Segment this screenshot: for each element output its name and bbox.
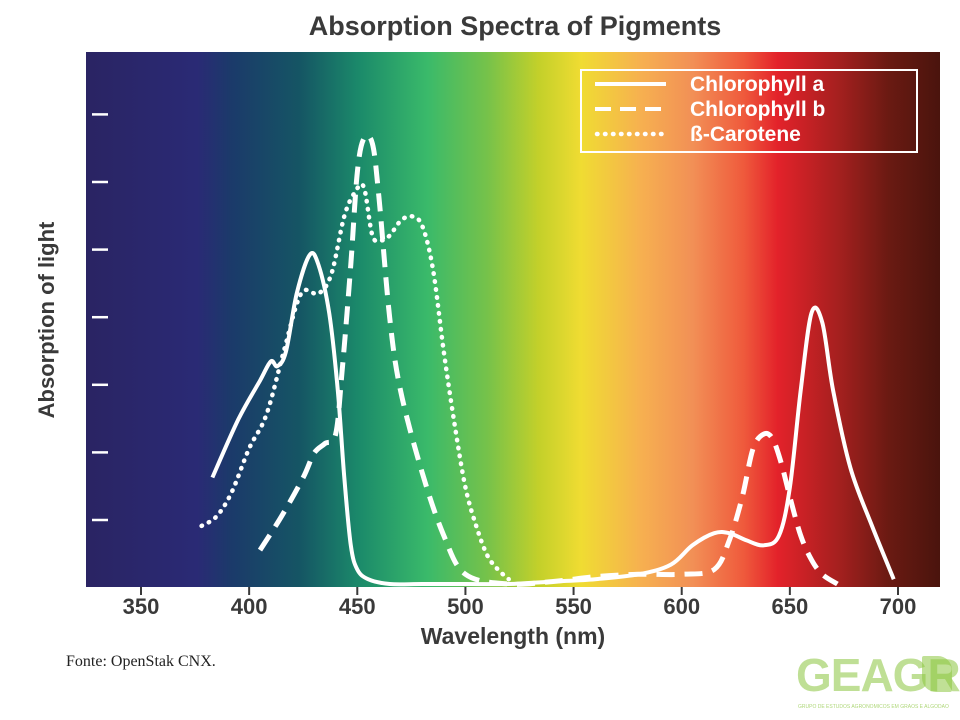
y-axis-label: Absorption of light — [34, 221, 59, 418]
logo-subtitle: GRUPO DE ESTUDOS AGRONÔMICOS EM GRÃOS E … — [798, 704, 949, 710]
x-tick-label: 600 — [663, 594, 700, 619]
legend-box — [580, 69, 918, 153]
x-tick-label: 400 — [231, 594, 268, 619]
y-axis-ticks — [92, 113, 108, 522]
legend-label-beta-carotene: ß-Carotene — [690, 123, 801, 146]
x-tick-label: 550 — [555, 594, 592, 619]
x-tick-label: 450 — [339, 594, 376, 619]
leaf-icon — [922, 656, 952, 692]
legend: Chlorophyll a Chlorophyll b ß-Carotene — [580, 69, 918, 153]
series-line-chlorophyll-b — [257, 133, 839, 587]
chart-title: Absorption Spectra of Pigments — [309, 11, 722, 41]
x-axis-label: Wavelength (nm) — [421, 623, 605, 649]
series-lines — [199, 133, 896, 587]
x-tick-label: 500 — [447, 594, 484, 619]
x-tick-label: 350 — [123, 594, 160, 619]
legend-label-chlorophyll-a: Chlorophyll a — [690, 73, 824, 96]
geagra-logo: GEAGRA GRUPO DE ESTUDOS AGRONÔMICOS EM G… — [796, 649, 960, 718]
series-line-chlorophyll-a — [210, 250, 896, 587]
source-note: Fonte: OpenStak CNX. — [66, 653, 216, 670]
x-tick-label: 650 — [771, 594, 808, 619]
legend-label-chlorophyll-b: Chlorophyll b — [690, 98, 825, 121]
x-axis-ticks: 350 400 450 500 550 600 650 700 — [123, 587, 917, 619]
x-tick-label: 700 — [880, 594, 917, 619]
series-line-carotene — [199, 181, 511, 582]
